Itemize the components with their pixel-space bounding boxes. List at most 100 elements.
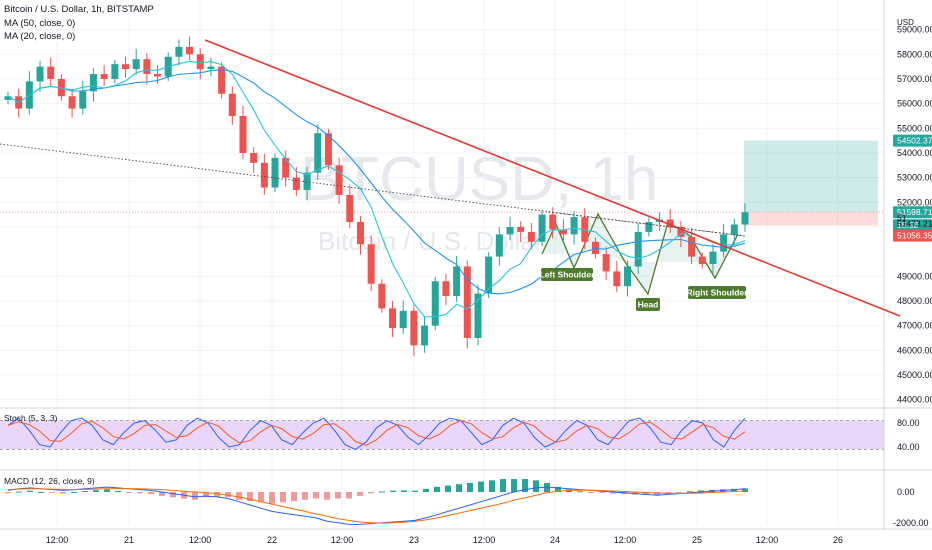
macd-pane [5,479,748,525]
stoch-tick-label: 80.00 [897,418,920,428]
currency-label: USD [897,18,914,27]
candle-body [666,219,674,227]
price-tick-label: 48000.00 [897,296,932,306]
macd-histogram-bar [379,491,385,493]
macd-histogram-bar [588,492,594,493]
macd-histogram-bar [412,490,418,492]
pattern-labels: Left Shoulder Head Right Shoulder [540,268,749,311]
candle-body [730,224,738,235]
price-tick-label: 47000.00 [897,321,932,331]
candle-body [688,236,696,257]
candle-body [720,234,728,252]
candle-body [474,293,482,338]
candle-body [538,214,546,242]
macd-histogram-bar [302,492,308,500]
macd-histogram-bar [500,479,506,492]
candle-body [79,91,87,109]
stoch-d-line [7,420,746,446]
candle-body [453,266,461,297]
macd-histogram-bar [489,480,495,492]
macd-histogram-bar [742,488,748,492]
time-tick-label: 12:00 [331,535,354,545]
macd-tick-label: 0.00 [897,487,915,497]
current-price-tag-bg [893,206,932,219]
candle-body [495,234,503,257]
macd-histogram-bar [687,491,693,493]
candle-body [346,194,354,223]
price-tick-label: 53000.00 [897,173,932,183]
candle-body [677,226,685,237]
candle-body [570,217,578,235]
macd-histogram-bar [214,492,220,498]
macd-histogram-bar [27,490,33,492]
macd-histogram-bar [434,486,440,492]
candle-body [143,59,151,75]
candle-body [613,271,621,287]
ma50-legend[interactable]: MA (50, close, 0) [4,18,76,29]
time-axis[interactable]: 12:00 21 12:00 22 12:00 23 12:00 24 12:00 25 12:00… [46,535,843,545]
macd-histogram-bar [456,484,462,492]
macd-histogram-bar [38,492,44,493]
macd-histogram-bar [225,492,231,498]
time-tick-label: 23 [409,535,419,545]
symbol-title[interactable]: Bitcoin / U.S. Dollar, 1h, BITSTAMP [4,4,154,15]
macd-histogram-bar [324,492,330,500]
macd-legend[interactable]: MACD (12, 26, close, 9) [4,476,95,486]
macd-histogram-bar [93,490,99,492]
ma20-legend[interactable]: MA (20, close, 0) [4,31,76,42]
macd-histogram-bar [5,492,11,494]
pattern-fill [542,214,738,294]
macd-histogram-bar [533,480,539,492]
price-tick-label: 49000.00 [897,271,932,281]
time-tick-label: 12:00 [614,535,637,545]
macd-histogram-bar [731,488,737,492]
macd-histogram-bar [137,492,143,494]
trendlines[interactable] [0,39,901,317]
candle-body [709,251,717,264]
watermark-ticker: BTCUSD, 1h [300,145,658,214]
macd-histogram-bar [478,481,484,492]
macd-histogram-bar [291,492,297,502]
long-position-box[interactable] [0,140,884,226]
macd-histogram-bar [467,482,473,492]
candle-body [485,256,493,294]
candle-body [602,254,610,272]
candle-body [175,46,183,57]
ma50-line [7,69,746,295]
macd-histogram-bar [555,486,561,492]
macd-histogram-bar [313,492,319,499]
candle-body [68,96,76,109]
candle-body [89,74,97,92]
candle-body [559,229,567,235]
candle-body [463,266,471,338]
time-tick-label: 26 [833,535,843,545]
candle-body [645,222,653,232]
stoch-legend[interactable]: Stoch (5, 3, 3) [4,413,58,423]
price-tick-label: 56000.00 [897,99,932,109]
candle-body [517,226,525,232]
candle-body [228,93,236,116]
target-price-tag-bg [893,134,932,147]
grid [0,0,932,530]
macd-histogram-bar [577,491,583,493]
macd-histogram-bar [423,488,429,492]
price-axis[interactable]: 44000.00 45000.00 46000.00 47000.00 48000.00… [893,25,932,528]
pattern-label-bg [541,268,593,281]
macd-histogram-bar [335,492,341,499]
pattern-label: Right Shoulder [687,288,749,298]
candle-body [591,241,599,255]
macd-histogram-bar [357,492,363,496]
time-tick-label: 12:00 [756,535,779,545]
price-tick-label: 54000.00 [897,148,932,158]
price-tick-label: 52000.00 [897,197,932,207]
descending-trendline [204,39,901,317]
candles [4,36,749,356]
stop-price-tag-bg [893,229,932,242]
macd-histogram-bar [159,492,165,496]
macd-histogram-bar [258,492,264,503]
macd-histogram-bar [82,490,88,492]
macd-histogram-bar [247,492,253,502]
macd-histogram-bar [170,492,176,498]
macd-histogram-bar [71,492,77,493]
